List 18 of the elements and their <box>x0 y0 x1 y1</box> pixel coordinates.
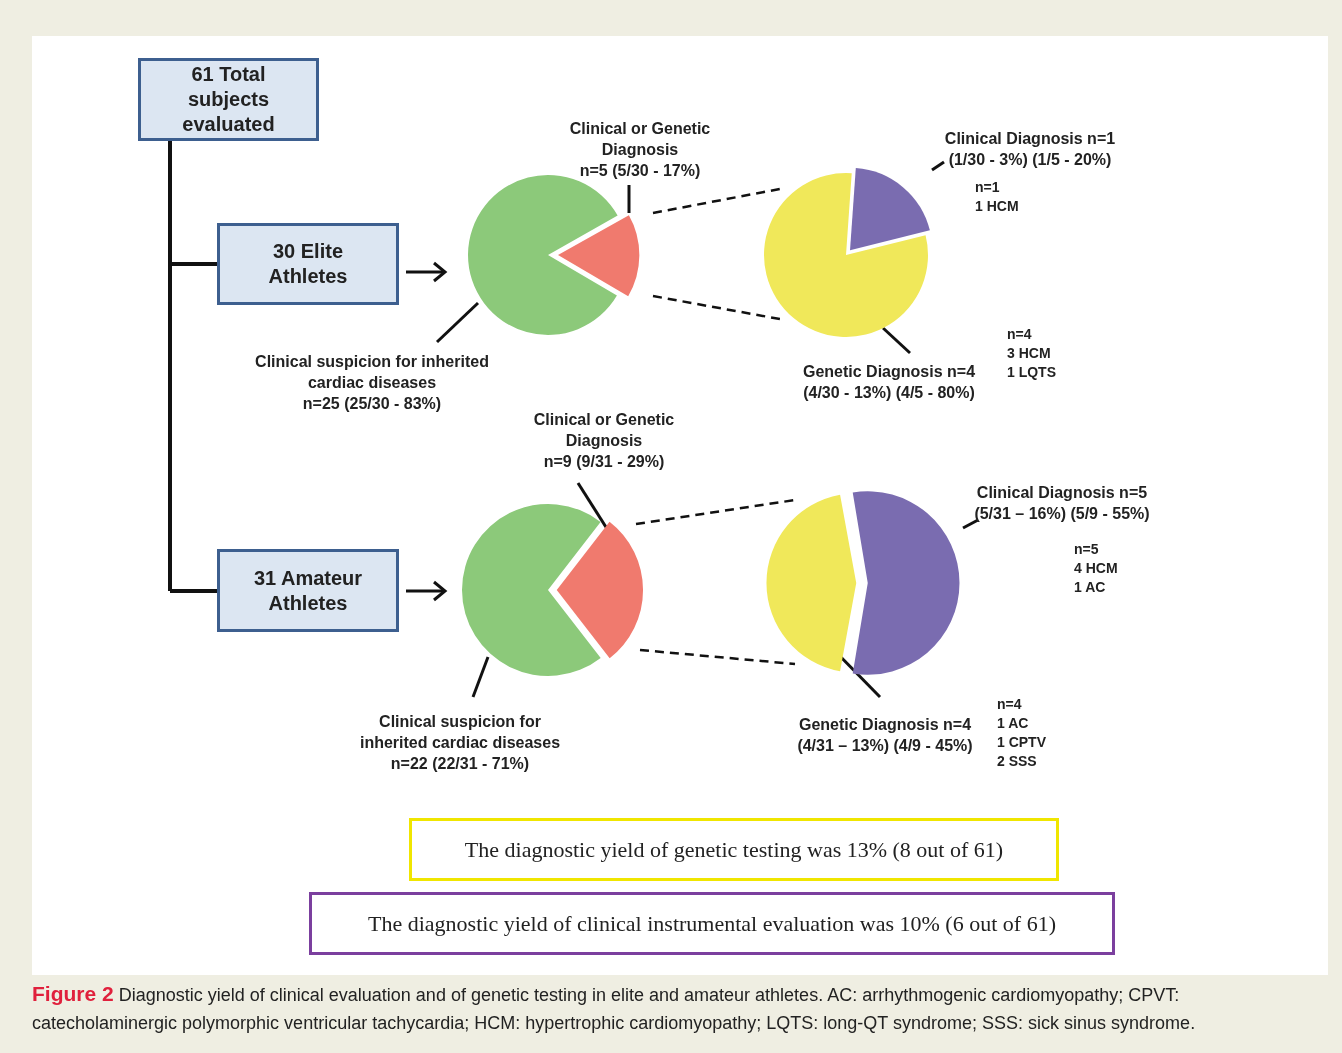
slice-label: Clinical suspicion for inherited cardiac diseases n=22 (22/31 - 71%) <box>358 712 562 774</box>
text: 61 Total subjects evaluated <box>138 58 319 141</box>
text: 30 Elite Athletes <box>217 223 399 305</box>
caption: Figure 2 <box>32 982 114 1005</box>
text: The diagnostic yield of genetic testing was 13% (8 out of 61) <box>409 818 1059 881</box>
text: n=1 1 HCM <box>975 178 1019 216</box>
text: n=4 3 HCM 1 LQTS <box>1007 325 1057 382</box>
slice-label: Clinical or Genetic Diagnosis n=9 (9/31 - 29%) <box>533 411 675 470</box>
slice-label: Clinical suspicion for inherited cardiac diseases n=25 (25/30 - 83%) <box>255 353 489 412</box>
slice-label: Genetic Diagnosis n=4 (4/31 – 13%) (4/9 - 45%) <box>797 716 973 754</box>
slice-label: Clinical Diagnosis n=1 (1/30 - 3%) (1/5 - 20%) <box>943 129 1117 170</box>
text: The diagnostic yield of clinical instrumental evaluation was 10% (6 out of 61) <box>309 892 1115 955</box>
slice-label: Clinical or Genetic Diagnosis n=5 (5/30 - 17%) <box>568 119 712 181</box>
text: n=4 1 AC 1 CPTV 2 SSS <box>997 695 1047 771</box>
text: n=5 4 HCM 1 AC <box>1074 540 1118 597</box>
slice-label: Genetic Diagnosis n=4 (4/30 - 13%) (4/5 - 80%) <box>802 363 976 401</box>
text: 31 Amateur Athletes <box>217 549 399 632</box>
slice-label: Clinical Diagnosis n=5 (5/31 – 16%) (5/9 - 55%) <box>973 483 1151 524</box>
